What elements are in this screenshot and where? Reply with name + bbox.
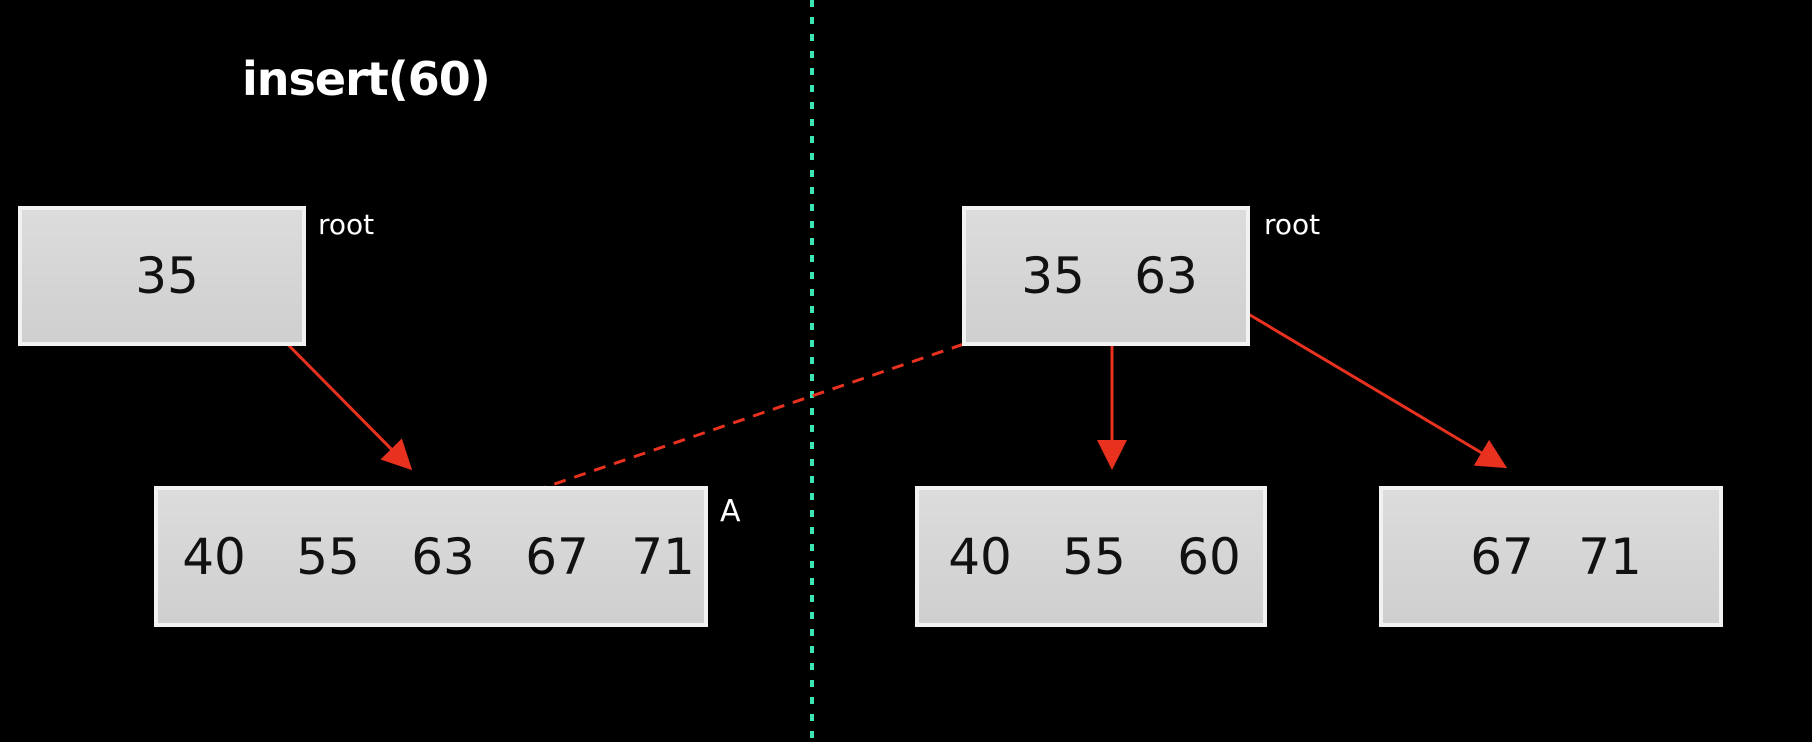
after-root-node: 35 63 xyxy=(962,206,1250,346)
after-root-label: root xyxy=(1264,208,1321,241)
node-key: 35 xyxy=(1021,247,1085,305)
node-key: 60 xyxy=(1177,527,1241,586)
node-key: 55 xyxy=(296,527,360,586)
before-root-node: 35 xyxy=(18,206,306,346)
node-key: 71 xyxy=(631,527,695,586)
node-key: 63 xyxy=(411,527,475,586)
node-key: 55 xyxy=(1062,527,1126,586)
arrow-root-to-right-leaf xyxy=(1217,294,1508,469)
before-leaf-node: 40 55 63 67 71 xyxy=(154,486,708,627)
node-key: 67 xyxy=(525,527,589,586)
after-right-leaf-node: 67 71 xyxy=(1379,486,1723,627)
node-key: 35 xyxy=(135,247,199,305)
before-root-label: root xyxy=(318,208,375,241)
node-key: 63 xyxy=(1134,247,1198,305)
node-key: 40 xyxy=(182,527,246,586)
node-key: 71 xyxy=(1578,527,1642,586)
node-key: 67 xyxy=(1470,527,1534,586)
before-leaf-label: A xyxy=(720,494,741,529)
after-left-leaf-node: 40 55 60 xyxy=(915,486,1267,627)
node-key: 40 xyxy=(948,527,1012,586)
operation-title: insert(60) xyxy=(242,52,491,106)
